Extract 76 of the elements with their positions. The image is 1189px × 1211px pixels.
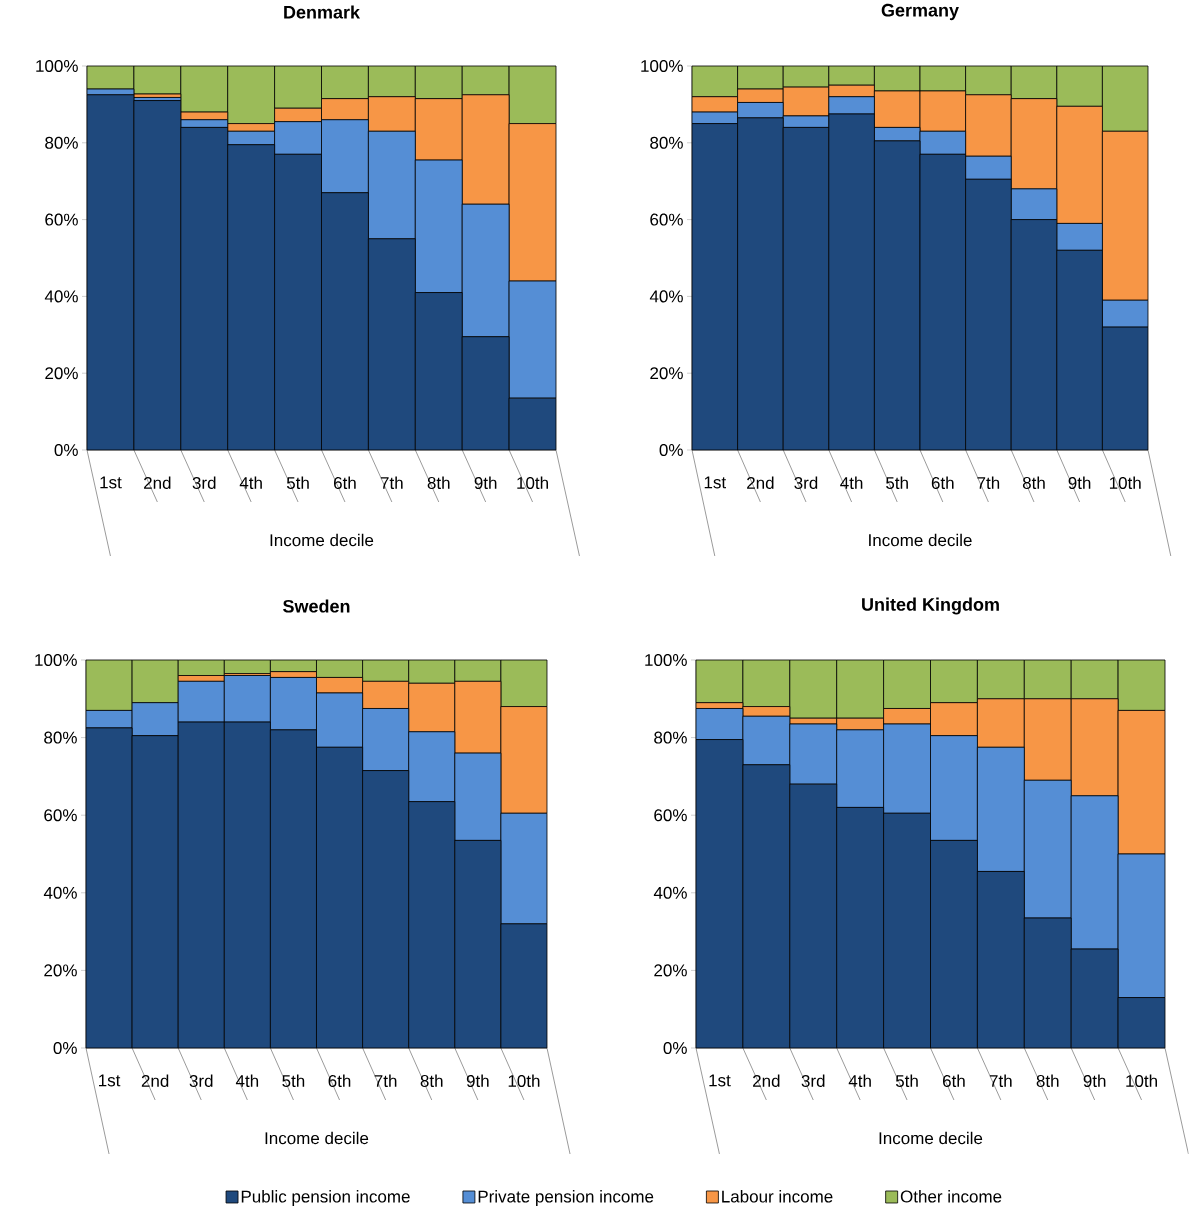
legend-label: Private pension income (478, 1190, 654, 1206)
x-tick-label: 7th (990, 1074, 1012, 1087)
y-tick-label: 40% (45, 290, 79, 303)
x-tick-label: 7th (381, 476, 403, 489)
x-tick-label: 9th (1068, 476, 1091, 489)
x-tick-label: 3rd (801, 1074, 825, 1088)
y-tick-label: 80% (44, 731, 78, 744)
x-tick-label: 9th (467, 1074, 489, 1088)
y-tick-label: 80% (654, 731, 688, 744)
y-tick-label: 0% (53, 1041, 78, 1055)
y-tick-label: 60% (44, 809, 78, 822)
x-tick-label: 8th (427, 476, 450, 489)
chart-title: Sweden (283, 599, 350, 613)
x-tick-label: 2nd (753, 1074, 780, 1088)
legend-label: Labour income (722, 1190, 833, 1203)
y-tick-label: 100% (641, 59, 684, 73)
x-tick-label: 10th (1126, 1074, 1158, 1088)
y-tick-label: 20% (650, 367, 684, 380)
x-tick-label: 10th (1110, 476, 1141, 489)
x-tick-label: 10th (508, 1074, 540, 1088)
x-tick-label: 5th (287, 476, 309, 489)
x-tick-label: 1st (99, 1074, 121, 1087)
x-tick-label: 2nd (747, 476, 774, 489)
x-tick-label: 2nd (142, 1074, 169, 1088)
x-tick-label: 3rd (192, 476, 216, 489)
y-tick-label: 20% (45, 367, 79, 380)
x-tick-label: 1st (709, 1074, 731, 1087)
y-tick-label: 100% (36, 59, 79, 73)
x-tick-label: 1st (704, 476, 727, 489)
legend-label: Public pension income (241, 1190, 410, 1206)
x-tick-label: 6th (328, 1074, 351, 1088)
x-tick-label: 1st (100, 476, 122, 489)
x-tick-label: 5th (282, 1074, 305, 1088)
x-tick-label: 9th (1083, 1074, 1106, 1088)
y-tick-label: 60% (654, 809, 688, 822)
x-axis-title: Income decile (879, 1131, 983, 1145)
x-tick-label: 5th (896, 1074, 918, 1088)
x-tick-label: 7th (374, 1074, 397, 1087)
x-tick-label: 4th (848, 1074, 872, 1087)
y-tick-label: 0% (663, 1041, 688, 1055)
x-tick-label: 10th (517, 476, 549, 489)
y-tick-label: 40% (650, 290, 684, 303)
x-tick-label: 3rd (794, 476, 818, 489)
x-tick-label: 3rd (189, 1074, 213, 1088)
x-tick-label: 4th (239, 476, 263, 489)
y-tick-label: 20% (44, 964, 78, 977)
y-tick-label: 0% (659, 443, 684, 457)
chart-title: United Kingdom (862, 597, 1000, 615)
y-tick-label: 0% (54, 443, 79, 457)
y-tick-label: 80% (650, 136, 684, 149)
x-tick-label: 4th (840, 476, 863, 489)
x-tick-label: 7th (977, 476, 1000, 489)
x-tick-label: 8th (1023, 476, 1045, 489)
x-axis-title: Income decile (869, 533, 972, 547)
x-tick-label: 9th (474, 476, 497, 489)
y-tick-label: 40% (654, 886, 688, 899)
x-tick-label: 6th (334, 476, 356, 489)
chart-title: Germany (881, 3, 960, 21)
x-tick-label: 6th (943, 1074, 965, 1088)
y-tick-label: 60% (45, 213, 79, 226)
x-axis-title: Income decile (265, 1131, 369, 1145)
x-tick-label: 4th (236, 1074, 259, 1087)
legend-label: Other income (901, 1190, 1002, 1203)
y-tick-label: 100% (35, 653, 78, 667)
y-tick-label: 100% (645, 653, 688, 667)
y-tick-label: 40% (44, 886, 78, 899)
x-tick-label: 2nd (144, 476, 171, 489)
x-tick-label: 8th (420, 1074, 443, 1088)
x-tick-label: 6th (932, 476, 954, 489)
x-tick-label: 8th (1036, 1074, 1059, 1088)
x-axis-title: Income decile (270, 533, 374, 547)
chart-title: Denmark (284, 5, 361, 19)
y-tick-label: 60% (650, 213, 684, 226)
y-tick-label: 80% (45, 136, 79, 149)
x-tick-label: 5th (886, 476, 909, 489)
y-tick-label: 20% (654, 964, 688, 977)
